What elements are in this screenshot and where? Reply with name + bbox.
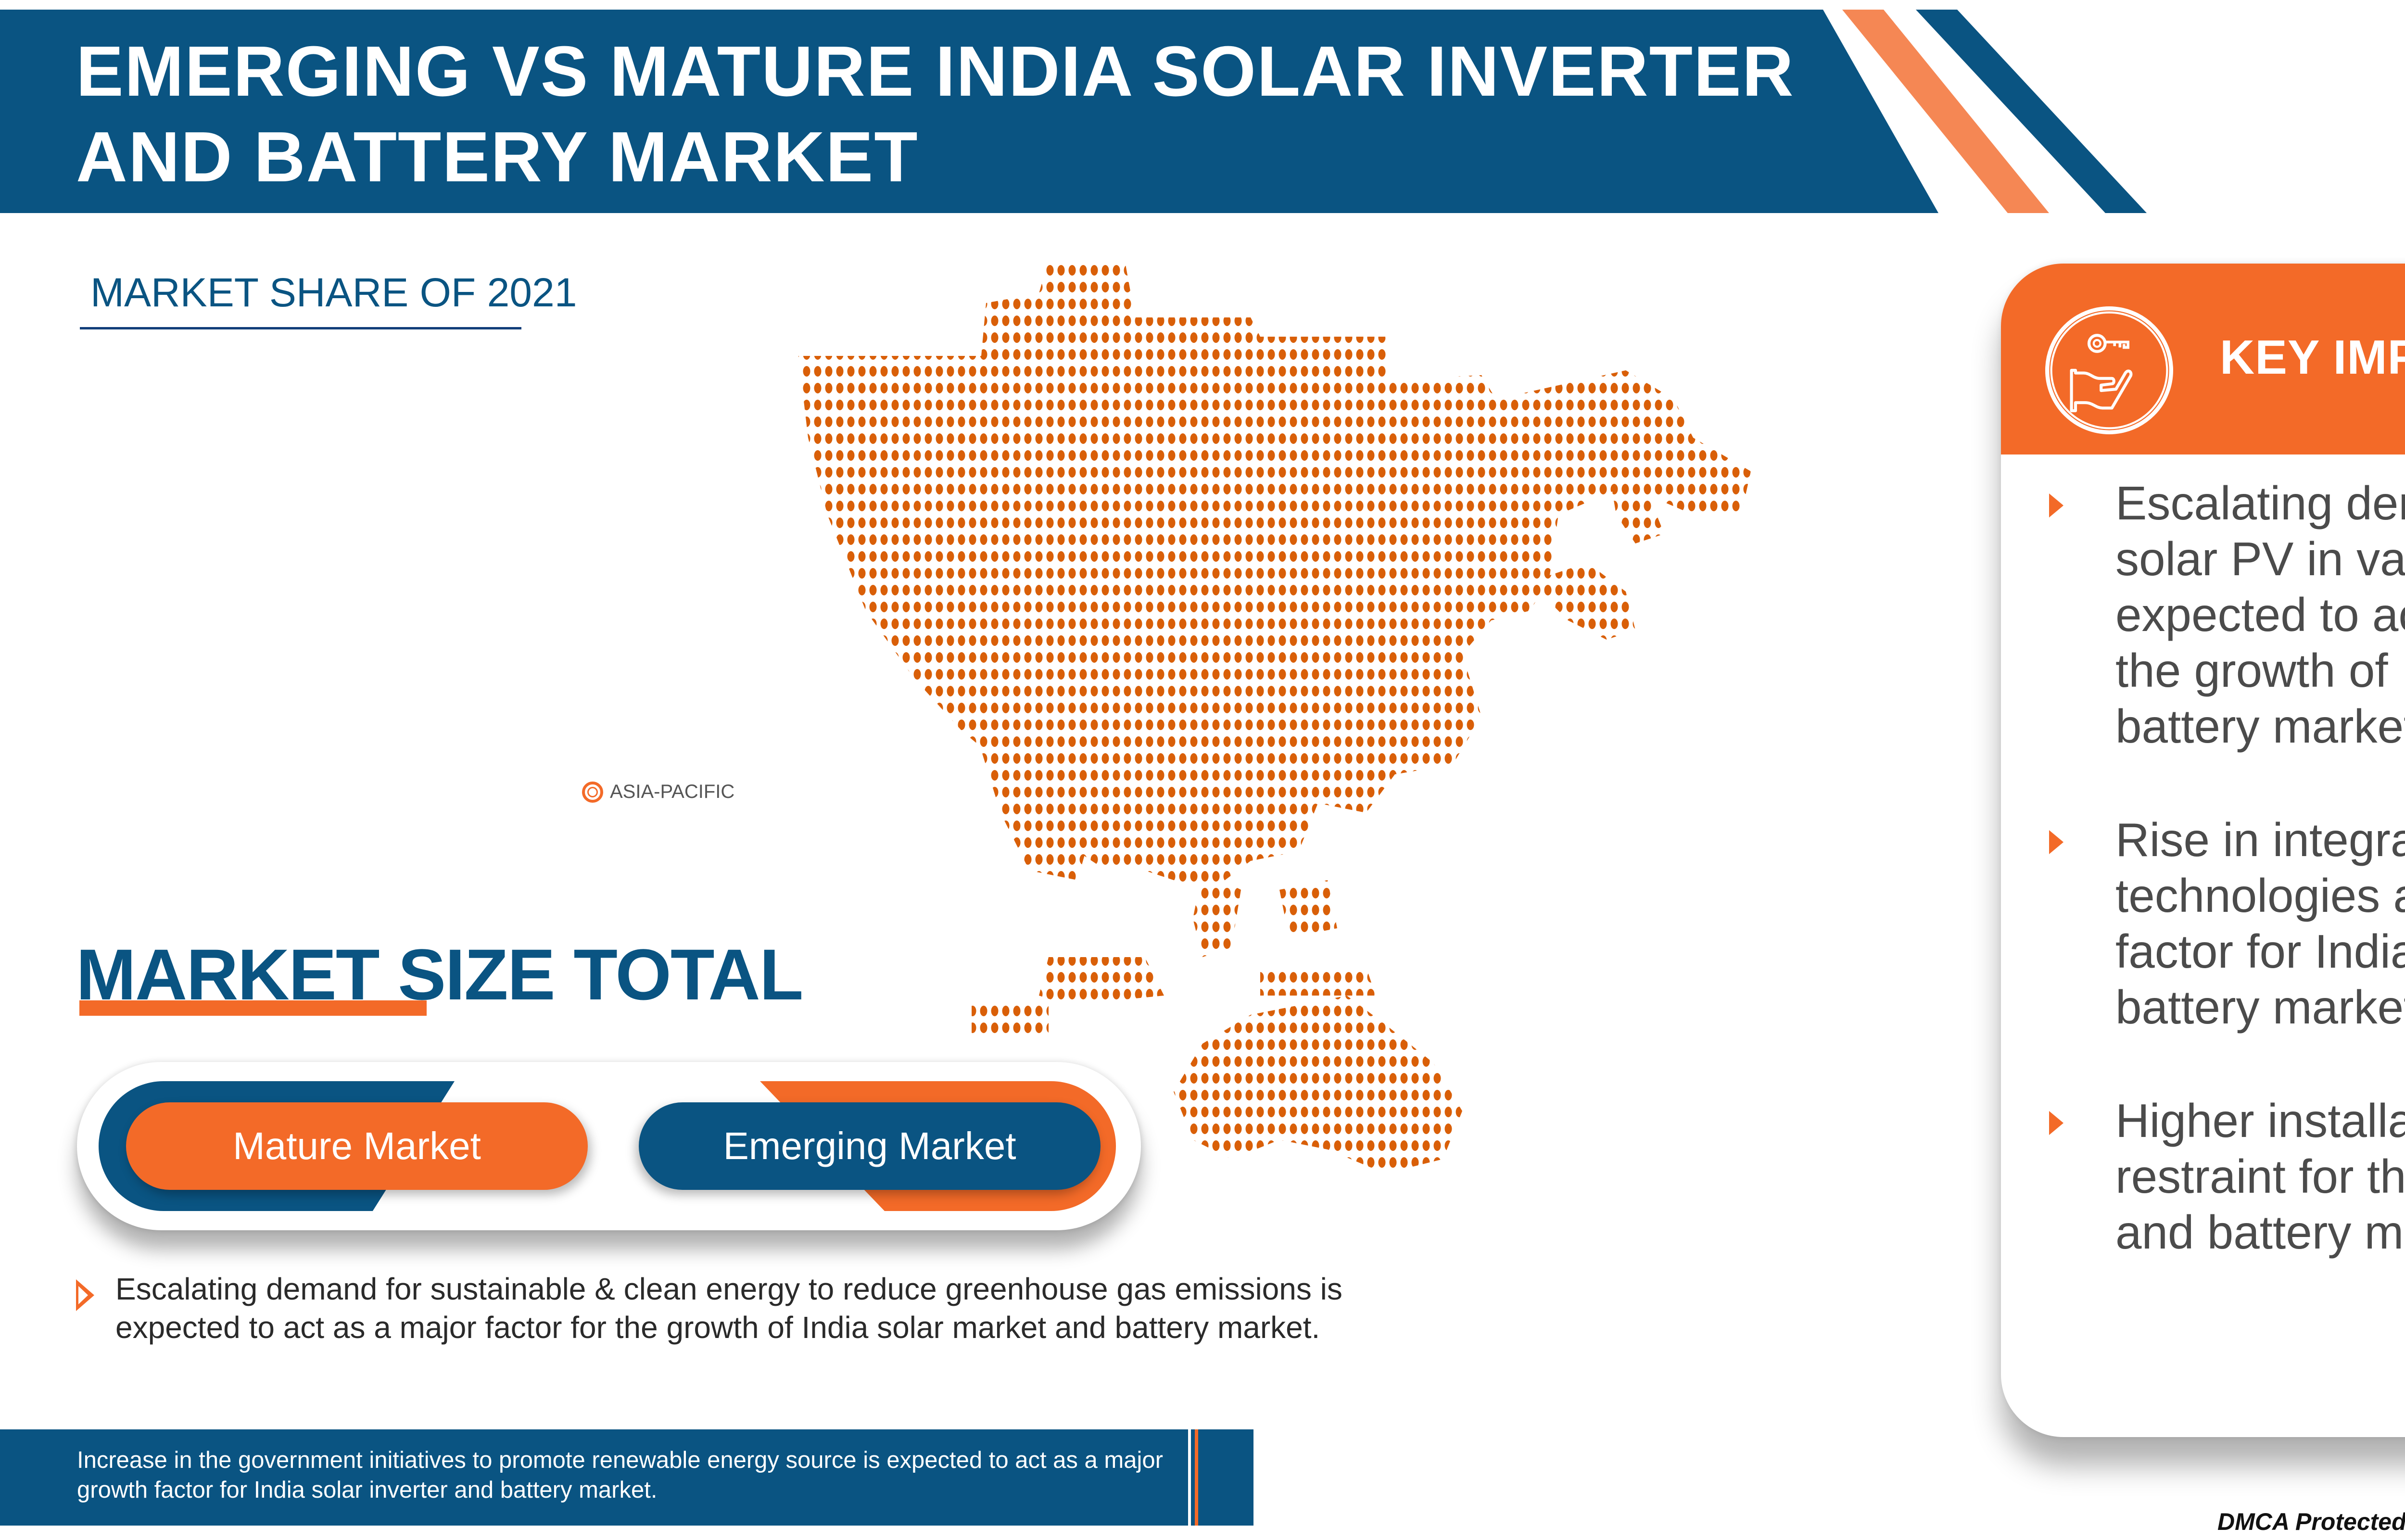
bottom-banner-text: Increase in the government initiatives t… — [77, 1447, 1163, 1503]
key-factor-item: Rise in integration of solar and storage… — [2049, 812, 2405, 1035]
region-label-text: ASIA-PACIFIC — [610, 781, 735, 802]
asia-pacific-dot-map — [798, 260, 1751, 1174]
mature-market-label: Mature Market — [233, 1124, 481, 1167]
title-line-2: AND BATTERY MARKET — [76, 117, 919, 197]
key-factors-panel: KEY IMPACTING FACTORS Escalating demand … — [2001, 264, 2405, 1437]
target-icon — [582, 781, 603, 803]
emerging-market-label: Emerging Market — [723, 1124, 1016, 1167]
hand-key-icon — [2045, 306, 2173, 434]
bullet-arrow-icon — [2049, 830, 2063, 854]
key-factors-header: KEY IMPACTING FACTORS — [2001, 264, 2405, 454]
bullet-arrow-icon — [2049, 1111, 2063, 1135]
mature-market-button[interactable]: Mature Market — [126, 1102, 588, 1190]
key-factor-item: Escalating demand for installa-tion of s… — [2049, 475, 2405, 754]
market-share-underline — [80, 327, 521, 329]
dmca-notice[interactable]: DMCA Protected © DataBridge — [2217, 1508, 2405, 1535]
key-factor-text: Escalating demand for installa-tion of s… — [2115, 477, 2405, 753]
market-share-label: MARKET SHARE OF 2021 — [90, 270, 577, 315]
region-label: ASIA-PACIFIC — [582, 781, 734, 803]
key-factor-text: Higher installation costs act as a major… — [2115, 1094, 2405, 1259]
title-line-1: EMERGING VS MATURE INDIA SOLAR INVERTER — [76, 32, 1795, 111]
market-driver-text: Escalating demand for sustainable & clea… — [115, 1272, 1342, 1345]
emerging-market-button[interactable]: Emerging Market — [639, 1102, 1101, 1190]
key-factor-item: Higher installation costs act as a major… — [2049, 1093, 2405, 1260]
bullet-arrow-icon — [2049, 493, 2063, 518]
header-banner — [0, 10, 1938, 213]
bottom-banner-accent-line — [1195, 1429, 1198, 1526]
key-factor-text: Rise in integration of solar and storage… — [2115, 813, 2405, 1034]
bottom-banner-end — [1191, 1429, 1253, 1526]
key-factors-title: KEY IMPACTING FACTORS — [2220, 330, 2405, 384]
bottom-banner — [0, 1429, 1188, 1526]
bullet-arrow-icon — [76, 1279, 94, 1311]
market-size-underline — [79, 1000, 427, 1016]
key-factors-list: Escalating demand for installa-tion of s… — [2049, 475, 2405, 1318]
page-title: EMERGING VS MATURE INDIA SOLAR INVERTER … — [76, 29, 1856, 200]
